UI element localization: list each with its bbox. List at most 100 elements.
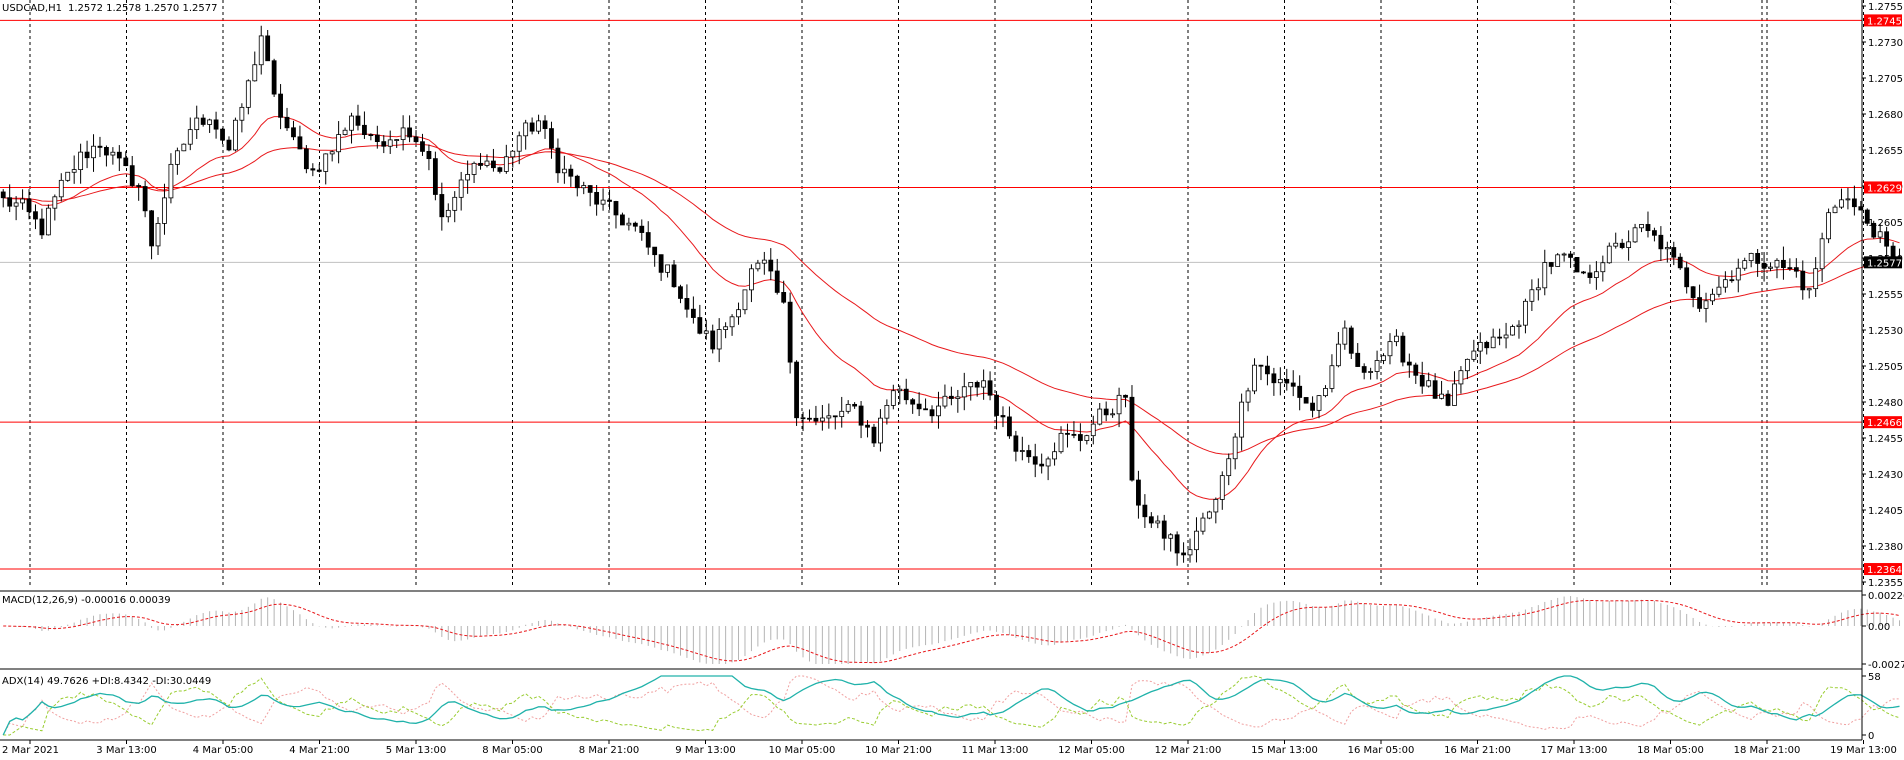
candle-body [13,202,19,207]
candle-body [1065,432,1070,435]
candle-body [239,106,245,121]
candle-body [1742,260,1748,269]
candle-body [897,388,903,392]
candle-body [1703,300,1709,309]
candle-body [716,329,722,350]
candle-body [929,409,935,417]
candle-body [1426,380,1432,387]
chart-shift-icon[interactable] [1670,0,1680,6]
candle-body [516,135,522,152]
candle-body [1497,336,1503,339]
candle-body [407,127,412,138]
candle-body [852,403,858,407]
candle-body [845,403,851,412]
candle-body [1084,435,1090,441]
candle-body [1168,534,1174,539]
candle-body [1722,279,1728,288]
candle-body [1458,370,1464,385]
candle-body [1381,355,1386,361]
candle-body [1432,380,1438,399]
candle-body [1387,341,1393,357]
time-tick-label: 19 Mar 13:00 [1830,745,1897,756]
candle-body [136,185,142,187]
candle-body [265,35,271,62]
current-price-label: 1.2577 [1867,258,1902,269]
candle-body [1258,364,1264,367]
candle-body [445,209,451,218]
candle-body [645,232,651,248]
candle-body [1181,552,1186,556]
candle-body [1710,293,1715,302]
candle-body [1516,324,1522,327]
price-tick-label: 1.2355 [1868,578,1903,589]
candle-body [1329,365,1335,389]
candle-body [761,259,767,264]
candle-body [207,119,213,125]
candle-body [1639,224,1644,229]
candle-body [181,143,187,152]
time-tick-label: 8 Mar 21:00 [579,745,639,756]
candle-body [916,403,922,410]
candle-body [39,218,45,236]
candle-body [1187,549,1193,556]
candle-body [1503,334,1509,339]
price-tick-label: 1.2680 [1868,110,1903,121]
candle-body [1581,271,1586,274]
candle-body [1858,206,1864,211]
candle-body [961,386,967,398]
candle-body [710,330,716,350]
candle-body [536,120,541,132]
level-label: 1.2364 [1867,565,1902,576]
candle-body [1007,416,1012,437]
price-tick-label: 1.2705 [1868,74,1903,85]
candle-body [639,225,645,233]
candle-body [529,122,535,132]
time-tick-label: 12 Mar 05:00 [1058,745,1125,756]
candle-body [1781,259,1786,269]
horizontal-levels[interactable] [0,19,1862,570]
candle-body [1032,456,1038,465]
candle-body [787,301,793,363]
candle-body [1593,271,1599,278]
candle-body [233,119,238,151]
candle-body [413,136,419,143]
candle-body [1600,262,1606,273]
candle-body [813,417,819,422]
level-label-box [1864,563,1902,576]
candle-body [1813,268,1819,290]
candle-body [226,139,232,151]
candle-body [426,150,432,160]
candle-body [1800,270,1806,291]
candle-body [78,151,84,171]
candle-body [594,191,600,205]
candle-body [194,117,200,131]
candle-body [1561,253,1567,256]
candle-body [1851,198,1857,208]
candle-body [1226,458,1232,477]
candle-body [245,80,251,108]
candle-body [1194,530,1199,551]
candle-body [1406,361,1412,366]
candle-body [1039,463,1045,467]
macd-panel[interactable]: MACD(12,26,9) -0.00016 0.00039 0.002260.… [0,590,1904,671]
candle-body [1000,415,1006,418]
candle-body [1161,520,1167,539]
adx-tick-label: 58 [1868,672,1881,683]
candle-body [1806,288,1812,291]
candle-body [1323,388,1328,397]
candle-body [736,309,741,318]
candle-body [1471,350,1477,360]
time-tick-label: 10 Mar 05:00 [769,745,836,756]
candle-body [1755,252,1761,264]
candle-body [374,134,380,143]
adx-panel[interactable]: ADX(14) 49.7626 +DI:8.4342 -DI:30.0449 5… [0,668,1900,742]
candle-body [942,395,948,407]
candle-body [71,169,77,173]
candle-body [574,175,580,189]
price-panel[interactable]: USDCAD,H1 1.2572 1.2578 1.2570 1.2577 [0,0,1904,588]
level-label: 1.2745 [1867,16,1902,27]
candle-body [97,145,103,148]
time-tick-label: 4 Mar 05:00 [193,745,253,756]
